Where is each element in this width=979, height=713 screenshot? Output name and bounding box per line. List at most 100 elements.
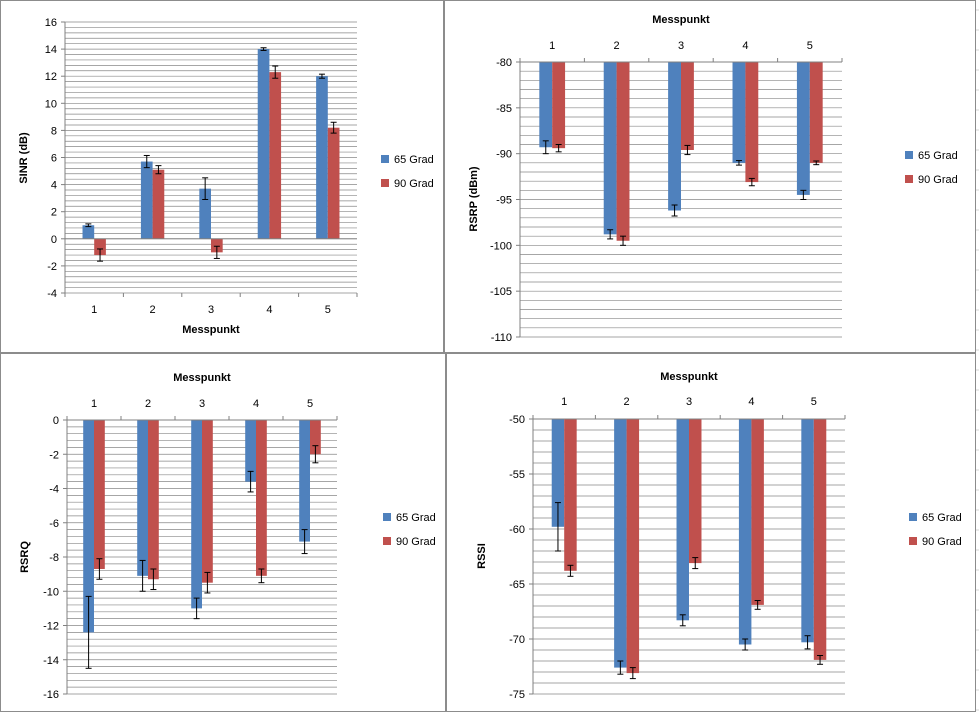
bar-65-grad[interactable] (257, 49, 270, 239)
y-tick-label: 10 (45, 98, 57, 110)
legend-label-65-grad: 65 Grad (396, 512, 436, 524)
legend-swatch-90-grad (905, 175, 913, 183)
bar-90-grad[interactable] (202, 420, 213, 583)
x-tick-label: 1 (91, 398, 97, 410)
bar-65-grad[interactable] (83, 420, 94, 633)
y-tick-label: -110 (491, 332, 512, 344)
bar-90-grad[interactable] (813, 419, 827, 660)
bar-90-grad[interactable] (564, 419, 577, 571)
legend-swatch-90-grad (381, 179, 389, 187)
bar-90-grad[interactable] (809, 62, 823, 163)
legend-swatch-65-grad (383, 513, 391, 521)
legend-label-90-grad: 90 Grad (918, 174, 958, 186)
bar-90-grad[interactable] (269, 72, 282, 239)
y-tick-label: -105 (490, 286, 512, 298)
bar-65-grad[interactable] (796, 62, 810, 195)
bar-90-grad[interactable] (327, 127, 340, 239)
bar-65-grad[interactable] (539, 62, 553, 148)
bar-90-grad[interactable] (689, 419, 702, 564)
chart-panel-rsrq[interactable]: -16 -14 -12 -10 -8 -6 -4 -2 0 1 2 3 4 5 Messpunkt RSRQ 6… (0, 353, 446, 712)
legend-swatch-90-grad (383, 537, 391, 545)
y-tick-label: -70 (509, 634, 525, 646)
y-axis-title: SINR (dB) (18, 132, 30, 184)
y-tick-label: -95 (496, 195, 512, 207)
legend-swatch-90-grad (909, 537, 917, 545)
chart-panel-sinr[interactable]: -4 -2 0 2 4 6 8 10 12 14 16 1 2 3 4 5 Messpunkt SINR (dB)… (0, 0, 444, 353)
x-tick-label: 1 (549, 40, 555, 52)
x-tick-label: 3 (686, 396, 692, 408)
y-tick-label: 2 (51, 207, 57, 219)
x-axis-title: Messpunkt (182, 324, 240, 336)
x-tick-label: 3 (199, 398, 205, 410)
bar-90-grad[interactable] (94, 238, 106, 256)
bar-90-grad[interactable] (152, 169, 165, 239)
x-tick-label: 4 (253, 398, 259, 410)
bar-65-grad[interactable] (140, 161, 153, 239)
bar-90-grad[interactable] (148, 420, 159, 580)
bar-65-grad[interactable] (137, 420, 148, 576)
x-tick-label: 4 (742, 40, 748, 52)
y-tick-label: 0 (51, 234, 57, 246)
legend-label-65-grad: 65 Grad (394, 154, 434, 166)
y-tick-label: -4 (49, 484, 59, 496)
x-tick-label: 1 (91, 304, 97, 316)
chart-panel-rssi[interactable]: -75 -70 -65 -60 -55 -50 1 2 3 4 5 Messpunkt RSSI 65 G… (446, 353, 976, 712)
y-tick-label: -50 (509, 414, 525, 426)
legend-label-90-grad: 90 Grad (394, 178, 434, 190)
y-tick-label: 12 (45, 71, 57, 83)
y-tick-label: -6 (49, 518, 59, 530)
bar-65-grad[interactable] (551, 419, 565, 527)
bar-65-grad[interactable] (603, 62, 617, 235)
bar-65-grad[interactable] (299, 420, 310, 542)
bar-65-grad[interactable] (668, 62, 681, 211)
bar-65-grad[interactable] (199, 188, 211, 239)
y-axis-title: RSRP (dBm) (468, 166, 480, 232)
x-tick-label: 2 (614, 40, 620, 52)
bar-65-grad[interactable] (732, 62, 746, 163)
y-tick-label: 4 (51, 180, 57, 192)
x-tick-label: 2 (150, 304, 156, 316)
bar-90-grad[interactable] (616, 62, 630, 241)
x-tick-label: 5 (325, 304, 331, 316)
x-tick-label: 5 (807, 40, 813, 52)
chart-panel-rsrp[interactable]: -110 -105 -100 -95 -90 -85 -80 1 2 3 4 5 Messpunkt RS… (444, 0, 976, 353)
chart-title: Messpunkt (652, 14, 710, 26)
chart-title: Messpunkt (660, 371, 718, 383)
x-tick-label: 3 (678, 40, 684, 52)
bar-90-grad[interactable] (256, 420, 267, 576)
bar-65-grad[interactable] (676, 419, 689, 621)
y-tick-label: -14 (43, 655, 59, 667)
legend-swatch-65-grad (381, 155, 389, 163)
y-tick-label: -60 (509, 524, 525, 536)
bar-65-grad[interactable] (82, 225, 95, 239)
bar-90-grad[interactable] (751, 419, 764, 605)
y-axis-title: RSSI (476, 543, 488, 569)
bar-65-grad[interactable] (245, 420, 256, 482)
legend-label-65-grad: 65 Grad (922, 512, 962, 524)
legend-label-65-grad: 65 Grad (918, 150, 958, 162)
bar-90-grad[interactable] (211, 238, 223, 253)
legend-label-90-grad: 90 Grad (396, 536, 436, 548)
x-tick-label: 2 (624, 396, 630, 408)
y-tick-label: -55 (509, 469, 525, 481)
chart-rsrq: -16 -14 -12 -10 -8 -6 -4 -2 0 1 2 3 4 5 Messpunkt RSRQ 6… (19, 372, 436, 701)
bar-90-grad[interactable] (310, 420, 321, 455)
bar-65-grad[interactable] (801, 419, 814, 643)
y-tick-label: -10 (43, 586, 59, 598)
bar-90-grad[interactable] (681, 62, 694, 150)
bar-65-grad[interactable] (738, 419, 752, 645)
bar-90-grad[interactable] (745, 62, 759, 183)
bar-90-grad[interactable] (626, 419, 640, 674)
y-tick-label: -8 (49, 552, 59, 564)
y-tick-label: 0 (53, 415, 59, 427)
bar-65-grad[interactable] (316, 76, 328, 239)
chart-title: Messpunkt (173, 372, 231, 384)
bar-65-grad[interactable] (191, 420, 202, 609)
bar-90-grad[interactable] (552, 62, 566, 149)
bar-90-grad[interactable] (94, 420, 105, 569)
y-tick-label: 14 (45, 44, 57, 56)
y-axis-title: RSRQ (19, 541, 31, 573)
x-tick-label: 4 (266, 304, 272, 316)
bar-65-grad[interactable] (614, 419, 627, 668)
